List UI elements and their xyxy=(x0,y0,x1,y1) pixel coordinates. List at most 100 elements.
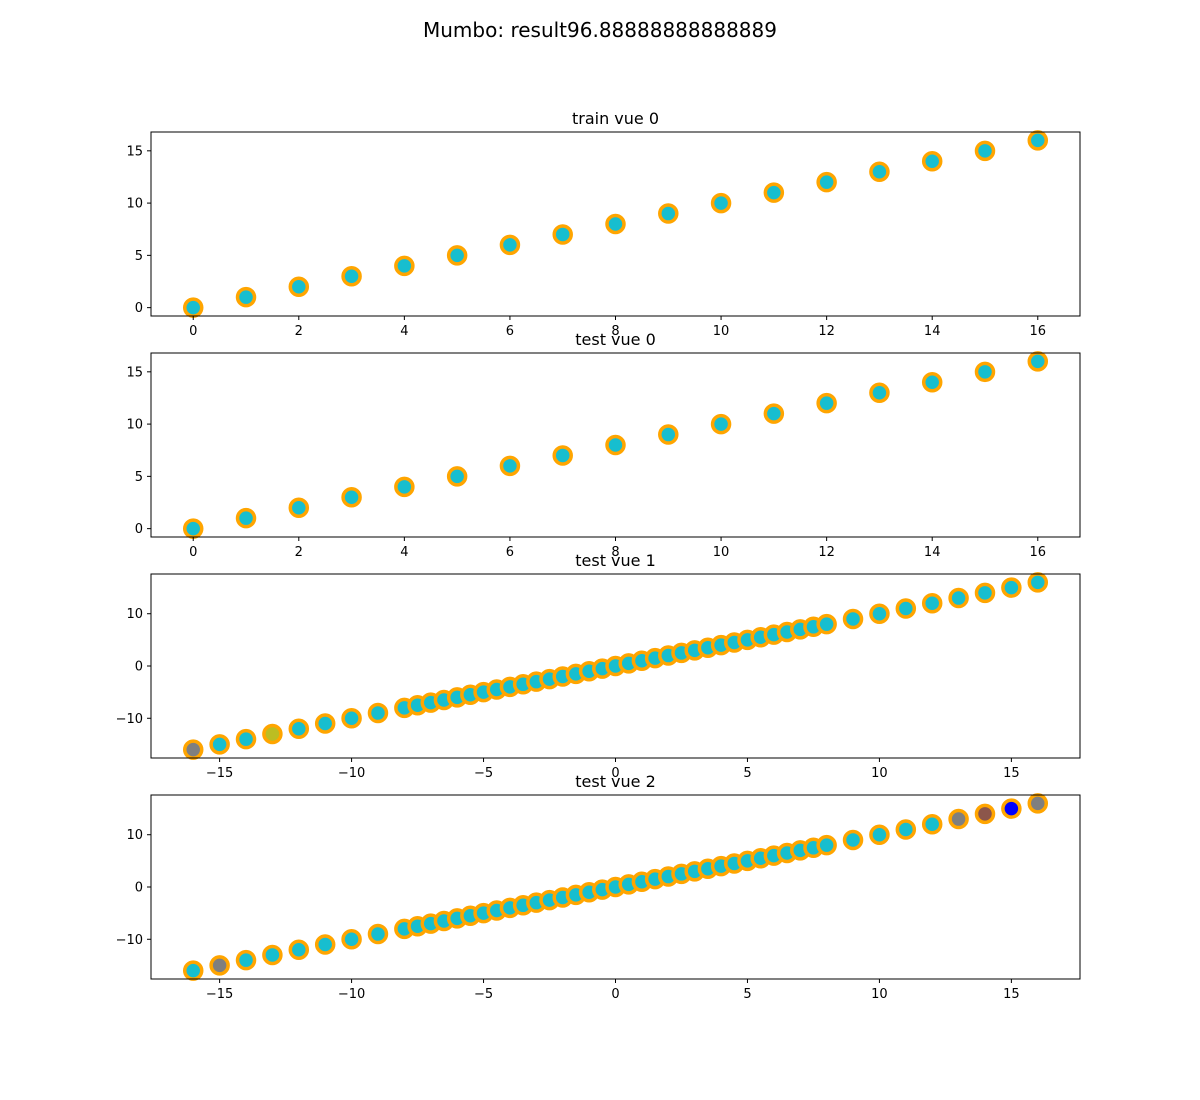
data-point xyxy=(921,593,943,614)
data-point xyxy=(658,424,679,445)
data-point xyxy=(869,824,890,845)
x-tick-label: −5 xyxy=(474,766,493,781)
data-point xyxy=(394,476,415,498)
data-point xyxy=(842,608,864,630)
data-point xyxy=(235,507,257,529)
data-point xyxy=(446,466,468,487)
x-tick-label: 15 xyxy=(1003,766,1020,781)
y-tick-label: 0 xyxy=(135,522,143,537)
data-point xyxy=(869,161,890,182)
data-point xyxy=(552,224,573,245)
data-point xyxy=(341,929,362,950)
x-tick-label: 8 xyxy=(611,545,619,560)
x-tick-label: 2 xyxy=(295,545,303,560)
data-point xyxy=(710,413,732,435)
y-tick-label: 10 xyxy=(126,607,143,622)
subplot-4: −15 −10 −5 0 5 10 15 −10 0 10 test vue 2 xyxy=(116,772,1081,1002)
x-tick-label: 6 xyxy=(506,545,514,560)
y-tick-label: 10 xyxy=(126,828,143,843)
x-tick-label: 0 xyxy=(189,545,197,560)
x-tick-label: 0 xyxy=(611,766,619,781)
x-tick-label: 0 xyxy=(611,987,619,1002)
data-point xyxy=(341,708,362,729)
x-tick-label: 5 xyxy=(743,766,751,781)
x-tick-label: −10 xyxy=(338,987,365,1002)
y-tick-label: 5 xyxy=(135,249,143,264)
x-tick-label: 4 xyxy=(400,545,408,560)
x-tick-label: 10 xyxy=(713,545,730,560)
data-point xyxy=(658,203,679,224)
x-tick-label: 5 xyxy=(743,987,751,1002)
x-tick-label: 6 xyxy=(506,324,514,339)
data-point xyxy=(921,151,943,172)
x-tick-label: 12 xyxy=(818,545,835,560)
x-tick-label: −5 xyxy=(474,987,493,1002)
x-tick-label: −15 xyxy=(206,766,233,781)
data-point xyxy=(235,728,257,750)
data-point xyxy=(209,955,230,976)
data-point xyxy=(974,803,996,825)
data-point xyxy=(182,960,204,981)
data-point xyxy=(974,361,996,383)
x-tick-label: 10 xyxy=(871,987,888,1002)
figure-title: Mumbo: result96.88888888888889 xyxy=(423,18,777,42)
data-point xyxy=(499,455,521,477)
y-tick-label: 10 xyxy=(126,418,143,433)
data-point xyxy=(605,213,626,235)
y-tick-label: 5 xyxy=(135,470,143,485)
subplot-title: test vue 2 xyxy=(575,772,656,791)
subplot-3: −15 −10 −5 0 5 10 15 −10 0 10 test vue 1 xyxy=(116,551,1081,781)
data-point xyxy=(262,723,283,745)
x-tick-label: 16 xyxy=(1029,324,1046,339)
data-point xyxy=(816,392,837,414)
data-point xyxy=(367,702,389,724)
data-point xyxy=(895,819,917,840)
data-point xyxy=(182,297,204,318)
data-point xyxy=(552,445,573,466)
data-point xyxy=(895,598,917,619)
data-point xyxy=(341,266,362,287)
data-point xyxy=(288,276,310,297)
data-point xyxy=(974,582,996,604)
x-tick-label: 15 xyxy=(1003,987,1020,1002)
data-point xyxy=(921,814,943,835)
x-tick-label: 10 xyxy=(713,324,730,339)
subplot-2: 0 2 4 6 8 10 12 14 16 0 5 10 15 test vue 0 xyxy=(126,330,1081,560)
data-point xyxy=(710,192,732,214)
data-point xyxy=(341,487,362,508)
data-point xyxy=(1001,577,1022,598)
data-point xyxy=(235,286,257,308)
data-point xyxy=(816,171,837,193)
x-tick-label: 16 xyxy=(1029,545,1046,560)
y-tick-label: 0 xyxy=(135,881,143,896)
x-tick-label: 14 xyxy=(924,324,941,339)
subplot-title: test vue 0 xyxy=(575,330,656,349)
subplot-title: test vue 1 xyxy=(575,551,656,570)
data-point xyxy=(763,182,785,203)
data-point xyxy=(763,403,785,424)
x-tick-label: 10 xyxy=(871,766,888,781)
data-point xyxy=(209,734,230,755)
data-point xyxy=(1027,351,1049,372)
x-tick-label: 12 xyxy=(818,324,835,339)
data-point xyxy=(499,234,521,256)
y-tick-label: 0 xyxy=(135,301,143,316)
data-point xyxy=(1027,793,1049,814)
data-point xyxy=(182,739,204,760)
y-tick-label: 15 xyxy=(126,144,143,159)
data-point xyxy=(367,923,389,945)
data-point xyxy=(869,382,890,403)
data-point xyxy=(1001,798,1022,819)
x-tick-label: 4 xyxy=(400,324,408,339)
data-point xyxy=(816,834,837,856)
data-point xyxy=(869,603,890,624)
x-tick-label: 14 xyxy=(924,545,941,560)
data-point xyxy=(288,497,310,518)
data-point xyxy=(394,255,415,277)
data-point xyxy=(288,939,310,960)
subplot-1: 0 2 4 6 8 10 12 14 16 0 5 10 15 train vue 0 xyxy=(126,109,1081,339)
y-tick-label: 0 xyxy=(135,660,143,675)
x-tick-label: 0 xyxy=(189,324,197,339)
data-point xyxy=(262,944,283,966)
x-tick-label: −15 xyxy=(206,987,233,1002)
